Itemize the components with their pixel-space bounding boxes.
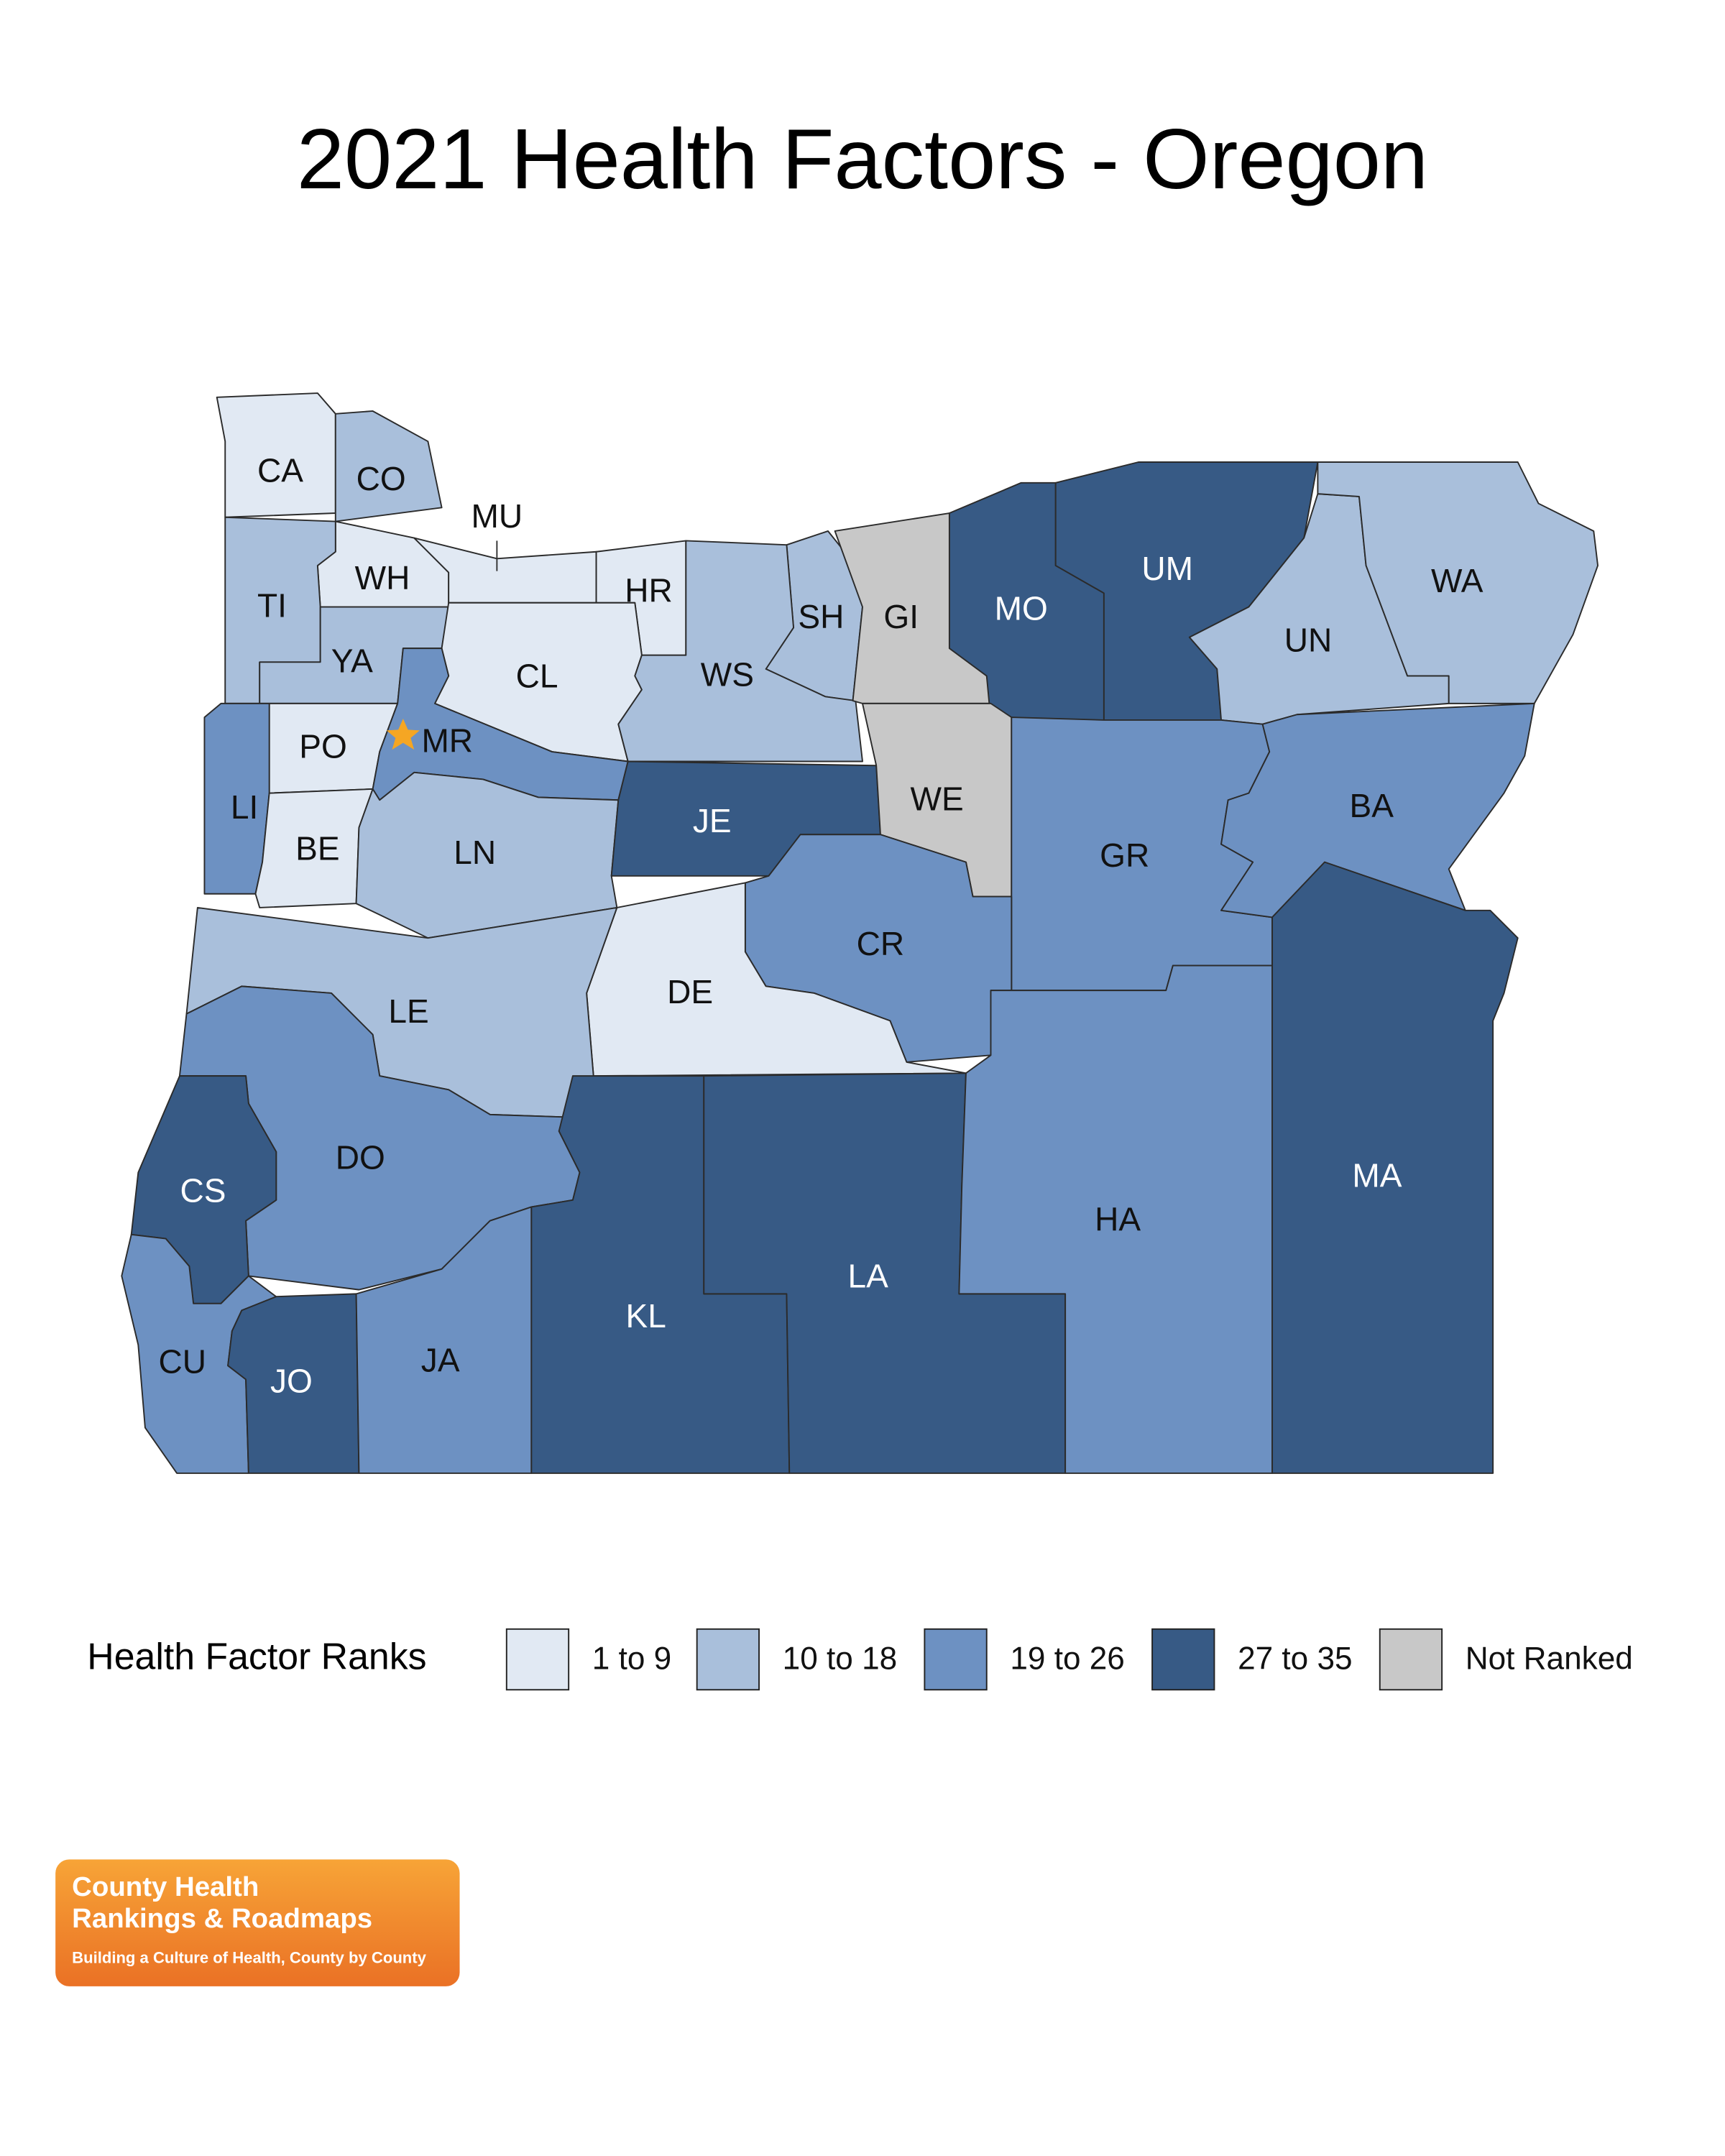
logo-line: County Health [72, 1871, 259, 1902]
county-label: LE [388, 992, 428, 1030]
county-label: UN [1284, 622, 1333, 659]
county-label: LN [454, 834, 496, 871]
county-label: LI [231, 788, 258, 826]
county-label: MU [472, 497, 523, 535]
legend-swatch [505, 1628, 570, 1691]
county-label: TI [257, 587, 287, 625]
county-label: BE [295, 829, 339, 867]
title: 2021 Health Factors - Oregon [297, 111, 1428, 207]
county-label: WE [911, 780, 964, 817]
logo-badge [55, 1859, 460, 1986]
legend-swatch [696, 1628, 760, 1691]
county [227, 1293, 360, 1474]
county-label: CO [356, 460, 406, 497]
county-label: PO [299, 727, 347, 765]
county [1271, 861, 1519, 1474]
county-label: MO [995, 589, 1048, 627]
legend-label: 1 to 9 [592, 1641, 671, 1677]
county-layer [121, 392, 1598, 1474]
county-label: HA [1095, 1201, 1141, 1238]
county-label: BA [1350, 787, 1394, 824]
legend: 1 to 9 10 to 18 19 to 26 27 to 35 Not Ranked [505, 1628, 1633, 1691]
county-label: MR [421, 722, 473, 760]
legend-swatch [924, 1628, 988, 1691]
county [355, 771, 620, 939]
county [1317, 461, 1598, 704]
legend-label: 10 to 18 [783, 1641, 897, 1677]
legend-title: Health Factor Ranks [87, 1636, 426, 1677]
legend-label: 19 to 26 [1010, 1641, 1124, 1677]
legend-label: 27 to 35 [1238, 1641, 1352, 1677]
legend-swatch [1379, 1628, 1443, 1691]
county-label: UM [1141, 550, 1193, 587]
county-label: GI [883, 598, 919, 635]
county [617, 540, 863, 763]
county-label: GR [1100, 837, 1149, 874]
county-label: DE [667, 973, 713, 1010]
county-label: MA [1352, 1156, 1402, 1194]
county-label: WA [1431, 562, 1484, 599]
county-label: JA [421, 1342, 460, 1379]
county-label: JE [693, 802, 732, 839]
county-label: CS [180, 1171, 226, 1209]
capital-star [386, 719, 420, 750]
county-label: CL [516, 658, 558, 695]
county-label: LA [848, 1257, 889, 1294]
county-label: CR [857, 925, 905, 962]
county-label: KL [625, 1297, 666, 1335]
county-label: CU [158, 1342, 206, 1380]
logo-tagline: Building a Culture of Health, County by … [72, 1948, 426, 1966]
county-label: SH [798, 598, 844, 635]
logo-line: Rankings & Roadmaps [72, 1903, 372, 1934]
county-label: WH [355, 559, 410, 596]
county-label: WS [701, 656, 754, 694]
county-label: JO [270, 1362, 313, 1399]
legend-swatch [1151, 1628, 1215, 1691]
county [334, 410, 443, 522]
county-label: DO [336, 1138, 385, 1176]
county-label: CA [257, 452, 303, 489]
county-label: HR [625, 572, 673, 609]
county-label: YA [331, 642, 373, 679]
legend-label: Not Ranked [1466, 1641, 1633, 1677]
county [958, 964, 1274, 1474]
label-layer: CA CO WH MU TI YA HR CL SH WS GI MO UM UN WA PO MR LI BE LN… [158, 452, 1483, 1400]
